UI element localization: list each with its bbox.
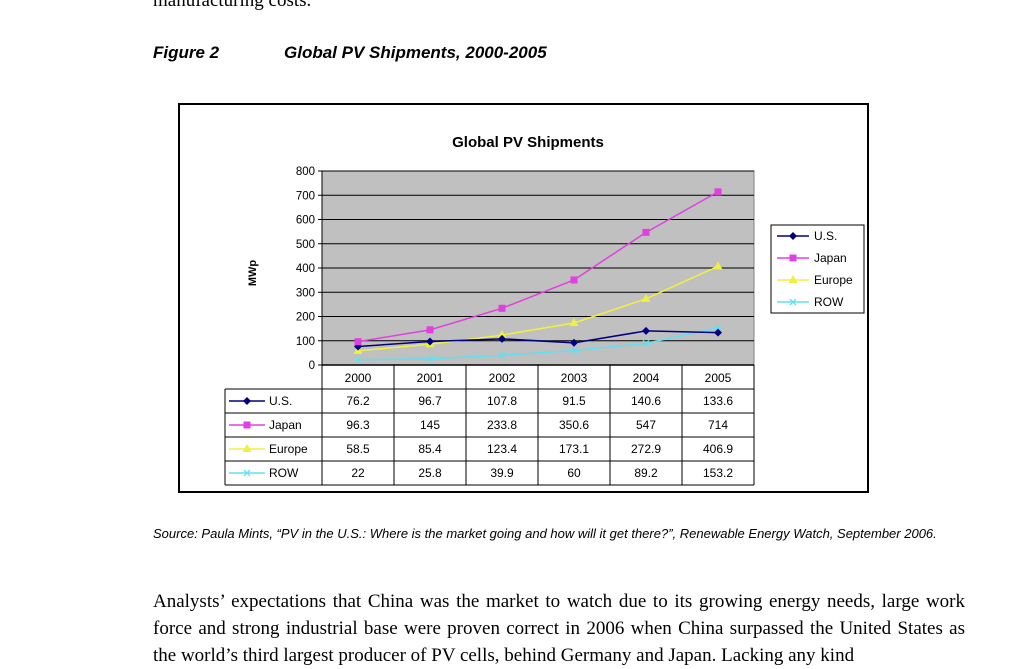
x-tick-label: 2001 [417,371,444,385]
data-point-row [426,355,434,363]
data-point-europe [713,261,723,270]
data-point-japan [354,338,362,346]
data-point-row [498,351,506,359]
y-tick-label: 200 [296,312,315,324]
y-tick-label: 400 [296,263,315,275]
x-tick-label: 2004 [633,371,660,385]
data-point-us [642,326,650,335]
clipped-top-text: manufacturing costs. [153,0,312,11]
table-value-japan: 233.8 [487,418,517,432]
table-value-us: 140.6 [631,394,661,408]
data-point-row [570,346,578,354]
data-point-row [642,339,650,347]
data-point-japan [642,228,650,236]
table-value-us: 107.8 [487,394,517,408]
table-value-europe: 173.1 [559,442,589,456]
data-point-japan [714,188,722,196]
legend-marker-japan [789,254,797,262]
x-tick-label: 2002 [489,371,516,385]
legend-marker-europe [788,275,798,283]
table-value-row: 153.2 [703,466,733,480]
series-line-japan [357,191,719,343]
table-row-label-us: U.S. [269,394,292,408]
figure-title: Global PV Shipments, 2000-2005 [284,43,547,62]
data-point-us [354,342,362,351]
data-point-row [714,324,722,332]
legend-label-japan: Japan [814,251,847,265]
data-point-japan [498,304,506,312]
table-value-japan: 714 [708,418,728,432]
table-value-us: 133.6 [703,394,733,408]
data-point-us [570,338,578,347]
legend: U.S. Japan Europe ROW [770,224,865,314]
y-tick-label: 600 [296,215,315,227]
data-point-europe [641,293,651,302]
table-row-label-japan: Japan [269,418,302,432]
y-tick-label: 700 [296,190,315,202]
table-value-row: 39.9 [490,466,514,480]
data-point-japan [570,276,578,284]
table-key-marker-japan [243,421,251,429]
legend-marker-row [789,298,797,306]
series-line-row [357,327,719,361]
data-point-europe [497,330,507,339]
table-value-europe: 58.5 [346,442,370,456]
table-value-row: 25.8 [418,466,442,480]
table-value-europe: 85.4 [418,442,442,456]
table-value-japan: 145 [420,418,440,432]
data-point-row [354,356,362,364]
table-value-us: 91.5 [562,394,586,408]
data-point-us [426,337,434,346]
series-line-us [357,330,719,348]
table-key-marker-europe [242,444,252,452]
legend-label-row: ROW [814,295,844,309]
legend-label-europe: Europe [814,273,853,287]
table-value-us: 96.7 [418,394,442,408]
data-point-us [714,328,722,337]
table-key-marker-us [243,397,251,405]
table-row-label-row: ROW [269,466,299,480]
data-point-europe [569,318,579,327]
source-citation: Source: Paula Mints, “PV in the U.S.: Wh… [153,526,937,541]
table-key-marker-row [243,469,251,477]
x-tick-label: 2003 [561,371,588,385]
table-value-row: 89.2 [634,466,658,480]
table-value-row: 60 [567,466,581,480]
y-tick-label: 0 [309,360,315,372]
legend-label-us: U.S. [814,229,837,243]
y-tick-label: 800 [296,166,315,178]
table-value-japan: 547 [636,418,656,432]
table-value-us: 76.2 [346,394,370,408]
legend-marker-us [789,232,797,240]
chart-frame: Global PV Shipments MWp 0 100 200 300 400 500… [178,103,869,493]
plot-area: 0 100 200 300 400 500 600 700 800 [296,166,755,372]
x-tick-label: 2005 [705,371,732,385]
table-row-label-europe: Europe [269,442,308,456]
pv-shipments-chart: Global PV Shipments MWp 0 100 200 300 400 500… [224,134,865,486]
data-table: 2000 2001 2002 2003 2004 2005 U.S. 76.2 96.7 107.… [224,365,755,486]
data-point-us [498,334,506,343]
y-tick-label: 300 [296,287,315,299]
chart-title: Global PV Shipments [452,134,604,151]
y-axis-label: MWp [247,260,259,287]
y-tick-label: 500 [296,239,315,251]
table-value-japan: 350.6 [559,418,589,432]
x-tick-label: 2000 [345,371,372,385]
table-value-japan: 96.3 [346,418,370,432]
table-value-row: 22 [351,466,365,480]
legend-box [770,224,865,314]
table-value-europe: 406.9 [703,442,733,456]
table-value-europe: 123.4 [487,442,517,456]
y-tick-label: 100 [296,336,315,348]
table-value-europe: 272.9 [631,442,661,456]
data-point-japan [426,326,434,334]
figure-label: Figure 2 [153,43,220,62]
series-line-europe [357,265,719,352]
